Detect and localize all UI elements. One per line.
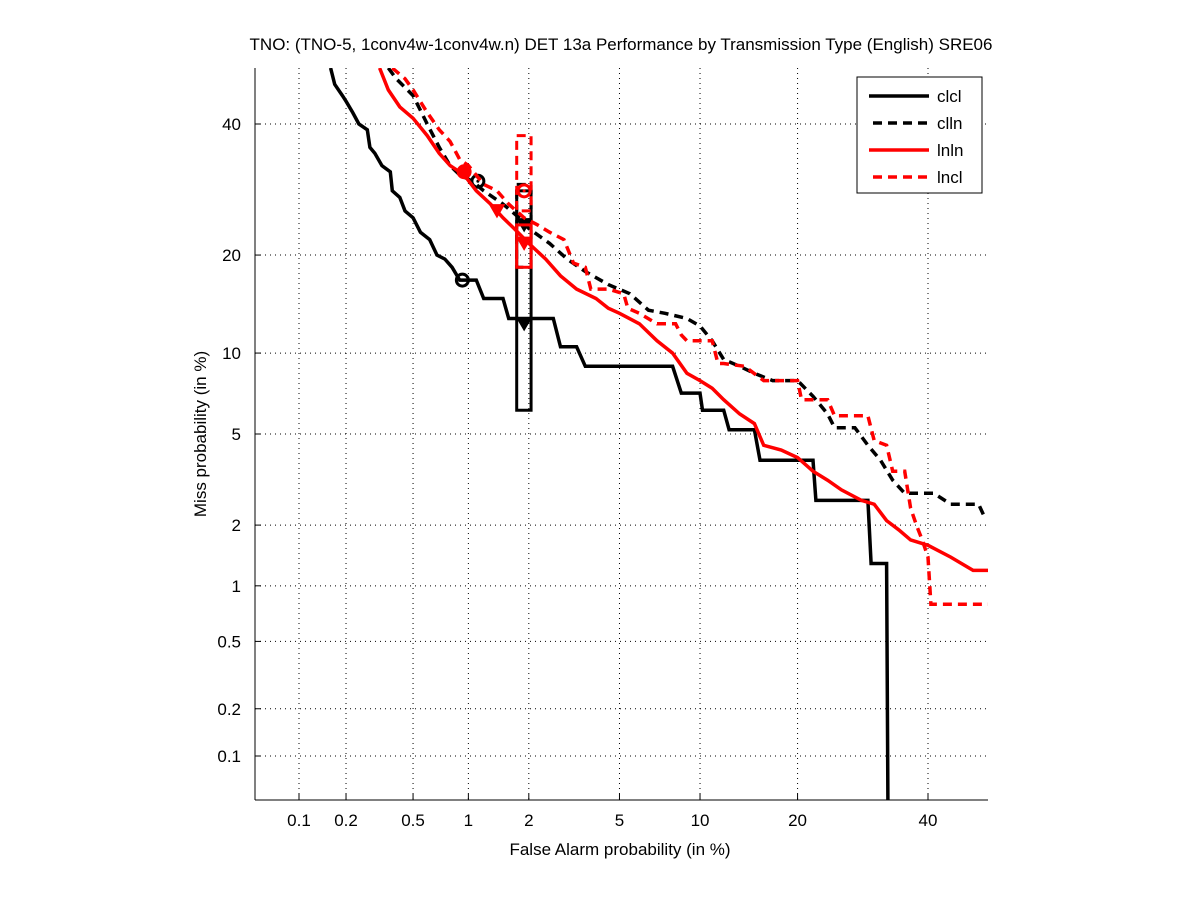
y-ticks: 0.1 0.2 0.5 1 2 5 10 20 40	[217, 115, 261, 766]
det-curve-clcl	[328, 68, 890, 800]
x-tick-label: 1	[464, 811, 473, 830]
min-dcf-marker-clcl	[515, 317, 533, 332]
series-group	[328, 68, 988, 800]
legend-label-lnln: lnln	[937, 141, 963, 160]
y-tick-label: 0.2	[217, 700, 241, 719]
series-lnln	[377, 68, 988, 573]
x-tick-label: 10	[691, 811, 710, 830]
y-tick-label: 20	[222, 246, 241, 265]
x-axis-label: False Alarm probability (in %)	[509, 840, 730, 859]
y-tick-label: 0.5	[217, 632, 241, 651]
legend-label-clln: clln	[937, 114, 963, 133]
min-dcf-marker-lnln	[488, 204, 506, 219]
x-ticks: 0.1 0.2 0.5 1 2 5 10 20 40	[287, 794, 937, 830]
series-layer	[328, 68, 988, 800]
legend: clcl clln lnln lncl	[856, 76, 983, 194]
y-tick-label: 40	[222, 115, 241, 134]
y-tick-label: 0.1	[217, 747, 241, 766]
legend-label-lncl: lncl	[937, 168, 963, 187]
y-axis-label: Miss probability (in %)	[191, 351, 210, 517]
min-dcf-marker-lncl	[515, 236, 533, 251]
chart-title: TNO: (TNO-5, 1conv4w-1conv4w.n) DET 13a …	[250, 35, 993, 54]
x-tick-label: 0.5	[401, 811, 425, 830]
act-dcf-marker-dot-clcl	[460, 278, 464, 282]
act-dcf-marker-lnln	[456, 164, 472, 180]
x-tick-label: 40	[919, 811, 938, 830]
y-tick-label: 2	[232, 516, 241, 535]
confidence-box-lncl	[515, 134, 533, 213]
legend-label-clcl: clcl	[937, 87, 962, 106]
x-tick-label: 5	[615, 811, 624, 830]
x-tick-label: 0.1	[287, 811, 311, 830]
x-tick-label: 2	[524, 811, 533, 830]
x-tick-label: 0.2	[334, 811, 358, 830]
act-dcf-marker-dot-lncl	[522, 189, 526, 193]
y-tick-label: 10	[222, 344, 241, 363]
act-dcf-marker-clcl	[454, 272, 470, 288]
act-dcf-marker-lncl	[516, 183, 532, 199]
x-tick-label: 20	[788, 811, 807, 830]
det-curve-lncl	[391, 68, 988, 606]
y-tick-label: 5	[232, 425, 241, 444]
y-tick-label: 1	[232, 577, 241, 596]
series-lncl	[391, 68, 988, 606]
